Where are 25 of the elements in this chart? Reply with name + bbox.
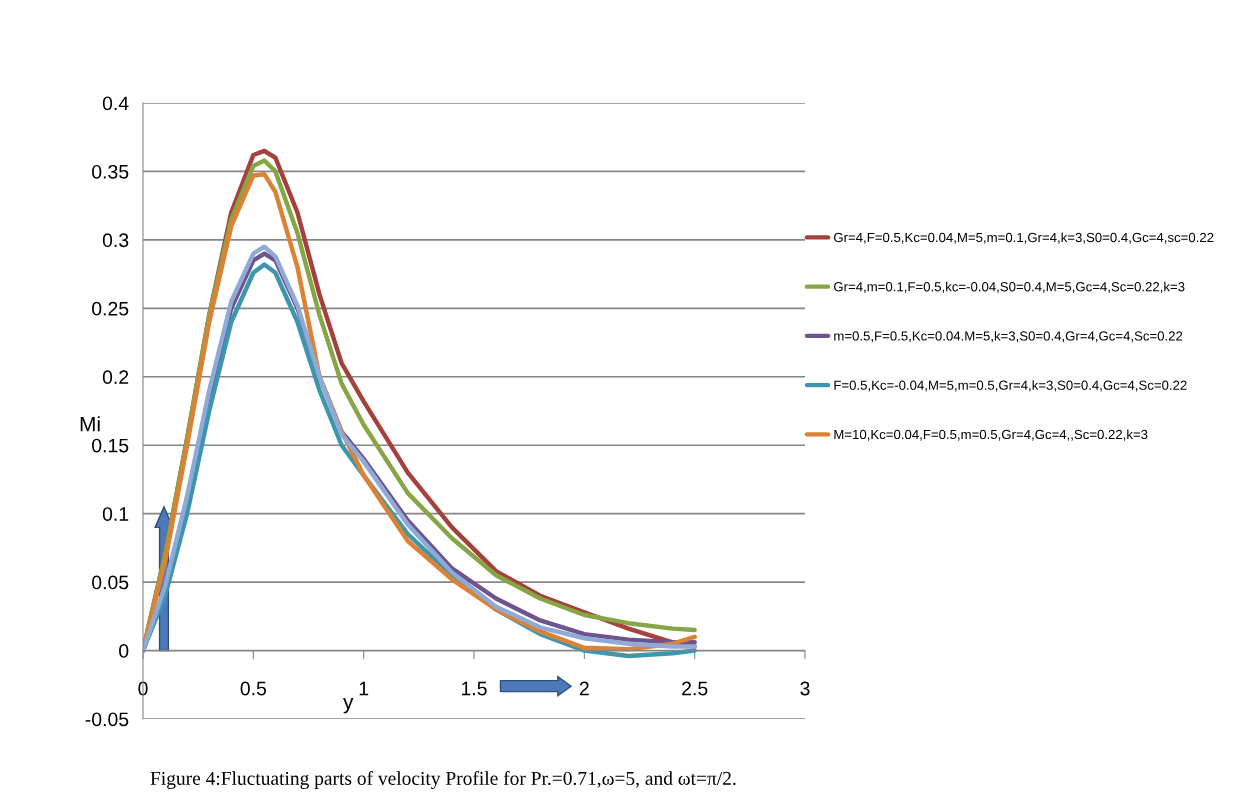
y-tick-label: 0.3 xyxy=(102,233,129,248)
legend-label: M=10,Kc=0.04,F=0.5,m=0.5,Gr=4,Gc=4,,Sc=0.22,k=3 xyxy=(834,429,1148,441)
x-axis-title: y xyxy=(343,697,354,714)
x-tick-label: 2 xyxy=(579,681,589,696)
y-tick-label: 0 xyxy=(119,644,129,658)
y-tick-label: 0.2 xyxy=(102,370,129,385)
x-tick-label: 1 xyxy=(359,681,369,696)
y-tick-label: 0.05 xyxy=(92,575,129,590)
x-tick-label: 2.5 xyxy=(682,681,708,696)
x-tick-label: 3 xyxy=(800,681,810,696)
legend-label: F=0.5,Kc=-0.04,M=5,m=0.5,Gr=4,k=3,S0=0.4,Gc=4,Sc=0.22 xyxy=(834,380,1187,392)
x-tick-label: 0.5 xyxy=(240,681,267,696)
x-tick-label: 0 xyxy=(138,681,148,696)
y-tick-label: 0.4 xyxy=(102,96,129,111)
y-tick-label: 0.35 xyxy=(92,164,129,179)
legend-label: m=0.5,F=0.5,Kc=0.04.M=5,k=3,S0=0.4,Gr=4,Gc=4,Sc=0.22 xyxy=(834,330,1183,343)
y-tick-label: 0.25 xyxy=(92,301,129,316)
y-tick-label: 0.1 xyxy=(102,507,129,521)
y-axis-title: Mi xyxy=(80,416,100,432)
x-tick-label: 1.5 xyxy=(461,681,487,696)
caption: Figure 4:Fluctuating parts of velocity Profile for Pr.=0.71,ω=5, and ωt=π/2. xyxy=(150,771,736,789)
y-tick-label: -0.05 xyxy=(85,712,129,727)
legend-label: Gr=4,F=0.5,Kc=0.04,M=5,m=0.1,Gr=4,k=3,S0=0.4,Gc=4,sc=0.22 xyxy=(834,232,1214,244)
legend-label: Gr=4,m=0.1,F=0.5,kc=-0.04,S0=0.4,M=5,Gc=4,Sc=0.22,k=3 xyxy=(834,281,1185,293)
y-tick-label: 0.15 xyxy=(92,438,129,453)
